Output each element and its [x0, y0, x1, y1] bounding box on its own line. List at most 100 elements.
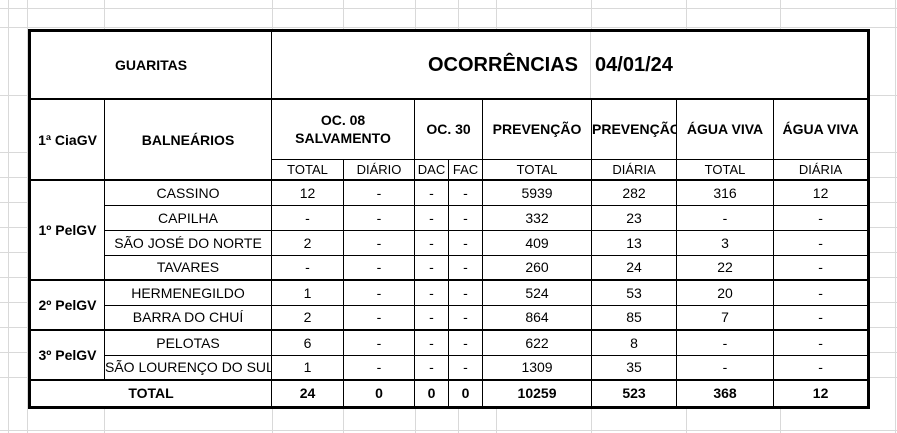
subheader-cell[interactable]: DIÁRIA	[591, 158, 678, 181]
value-cell[interactable]: -	[414, 279, 450, 306]
subheader-cell[interactable]: TOTAL	[271, 158, 345, 181]
value-cell[interactable]: -	[448, 229, 484, 256]
value-cell[interactable]: -	[414, 354, 450, 381]
value-cell[interactable]: -	[676, 354, 775, 381]
value-cell[interactable]: -	[414, 304, 450, 331]
subheader-cell[interactable]: TOTAL	[676, 158, 775, 181]
value-cell[interactable]: 1309	[482, 354, 593, 381]
value-cell[interactable]: -	[343, 179, 416, 206]
subheader-cell[interactable]: DIÁRIA	[773, 158, 870, 181]
balneario-cell[interactable]: SÃO JOSÉ DO NORTE	[103, 229, 273, 256]
total-value-cell[interactable]: 368	[676, 379, 775, 408]
value-cell[interactable]: -	[343, 254, 416, 281]
value-cell[interactable]: -	[773, 329, 870, 356]
value-cell[interactable]: -	[414, 204, 450, 231]
value-cell[interactable]: -	[343, 204, 416, 231]
value-cell[interactable]: 8	[591, 329, 678, 356]
balneario-cell[interactable]: HERMENEGILDO	[103, 279, 273, 306]
value-cell[interactable]: -	[343, 329, 416, 356]
platoon-label-cell[interactable]: 3º PelGV	[29, 329, 105, 381]
value-cell[interactable]: 409	[482, 229, 593, 256]
total-value-cell[interactable]: 523	[591, 379, 678, 408]
value-cell[interactable]: 20	[676, 279, 775, 306]
value-cell[interactable]: -	[343, 304, 416, 331]
balneario-cell[interactable]: CAPILHA	[103, 204, 273, 231]
subheader-cell[interactable]: DAC	[414, 158, 450, 181]
balneario-cell[interactable]: CASSINO	[103, 179, 273, 206]
value-cell[interactable]: -	[448, 279, 484, 306]
value-cell[interactable]: 7	[676, 304, 775, 331]
value-cell[interactable]: -	[448, 204, 484, 231]
value-cell[interactable]: 316	[676, 179, 775, 206]
col-group-prevencao-total[interactable]: PREVENÇÃO	[482, 98, 593, 160]
cia-header-cell[interactable]: 1ª CiaGV	[29, 98, 105, 181]
value-cell[interactable]: 22	[676, 254, 775, 281]
value-cell[interactable]: 622	[482, 329, 593, 356]
total-value-cell[interactable]: 10259	[482, 379, 593, 408]
value-cell[interactable]: 6	[271, 329, 345, 356]
value-cell[interactable]: -	[414, 329, 450, 356]
value-cell[interactable]: 2	[271, 304, 345, 331]
value-cell[interactable]: -	[343, 229, 416, 256]
value-cell[interactable]: 24	[591, 254, 678, 281]
subheader-cell[interactable]: FAC	[448, 158, 484, 181]
value-cell[interactable]: 35	[591, 354, 678, 381]
total-label-cell[interactable]: TOTAL	[28, 379, 273, 408]
balneario-cell[interactable]: SÃO LOURENÇO DO SUL	[103, 354, 273, 381]
value-cell[interactable]: -	[773, 304, 870, 331]
col-group-aguaviva-total[interactable]: ÁGUA VIVA	[676, 98, 775, 160]
value-cell[interactable]: -	[773, 279, 870, 306]
total-value-cell[interactable]: 12	[773, 379, 870, 408]
value-cell[interactable]: -	[343, 354, 416, 381]
value-cell[interactable]: 332	[482, 204, 593, 231]
value-cell[interactable]: 1	[271, 279, 345, 306]
guaritas-header-cell[interactable]: GUARITAS	[28, 30, 273, 100]
value-cell[interactable]: -	[773, 354, 870, 381]
value-cell[interactable]: 5939	[482, 179, 593, 206]
value-cell[interactable]: -	[271, 204, 345, 231]
value-cell[interactable]: 13	[591, 229, 678, 256]
value-cell[interactable]: -	[773, 229, 870, 256]
value-cell[interactable]: 864	[482, 304, 593, 331]
value-cell[interactable]: 524	[482, 279, 593, 306]
subheader-cell[interactable]: DIÁRIO	[343, 158, 416, 181]
platoon-label-cell[interactable]: 1º PelGV	[29, 179, 105, 281]
value-cell[interactable]: 12	[773, 179, 870, 206]
col-group-prevencao-diaria[interactable]: PREVENÇÃO	[591, 98, 678, 160]
value-cell[interactable]: -	[448, 254, 484, 281]
value-cell[interactable]: -	[414, 179, 450, 206]
value-cell[interactable]: 85	[591, 304, 678, 331]
balneario-cell[interactable]: TAVARES	[103, 254, 273, 281]
value-cell[interactable]: -	[448, 329, 484, 356]
col-group-oc30[interactable]: OC. 30	[414, 98, 484, 160]
platoon-label-cell[interactable]: 2º PelGV	[29, 279, 105, 331]
col-group-aguaviva-diaria[interactable]: ÁGUA VIVA	[773, 98, 870, 160]
value-cell[interactable]: -	[448, 179, 484, 206]
value-cell[interactable]: -	[676, 204, 775, 231]
value-cell[interactable]: 2	[271, 229, 345, 256]
value-cell[interactable]: -	[414, 229, 450, 256]
subheader-cell[interactable]: TOTAL	[482, 158, 593, 181]
value-cell[interactable]: 260	[482, 254, 593, 281]
value-cell[interactable]: 23	[591, 204, 678, 231]
balneario-cell[interactable]: PELOTAS	[103, 329, 273, 356]
value-cell[interactable]: -	[448, 304, 484, 331]
value-cell[interactable]: -	[676, 329, 775, 356]
total-value-cell[interactable]: 0	[414, 379, 450, 408]
total-value-cell[interactable]: 0	[343, 379, 416, 408]
col-group-oc08-salvamento[interactable]: OC. 08 SALVAMENTO	[271, 98, 416, 160]
balneario-cell[interactable]: BARRA DO CHUÍ	[103, 304, 273, 331]
value-cell[interactable]: 3	[676, 229, 775, 256]
value-cell[interactable]: 282	[591, 179, 678, 206]
value-cell[interactable]: -	[343, 279, 416, 306]
balnearios-header-cell[interactable]: BALNEÁRIOS	[103, 98, 273, 181]
title-cell[interactable]: OCORRÊNCIAS 04/01/24	[271, 30, 870, 100]
total-value-cell[interactable]: 24	[271, 379, 345, 408]
total-value-cell[interactable]: 0	[448, 379, 484, 408]
value-cell[interactable]: 53	[591, 279, 678, 306]
value-cell[interactable]: -	[773, 254, 870, 281]
value-cell[interactable]: -	[448, 354, 484, 381]
value-cell[interactable]: -	[773, 204, 870, 231]
value-cell[interactable]: 12	[271, 179, 345, 206]
value-cell[interactable]: -	[271, 254, 345, 281]
